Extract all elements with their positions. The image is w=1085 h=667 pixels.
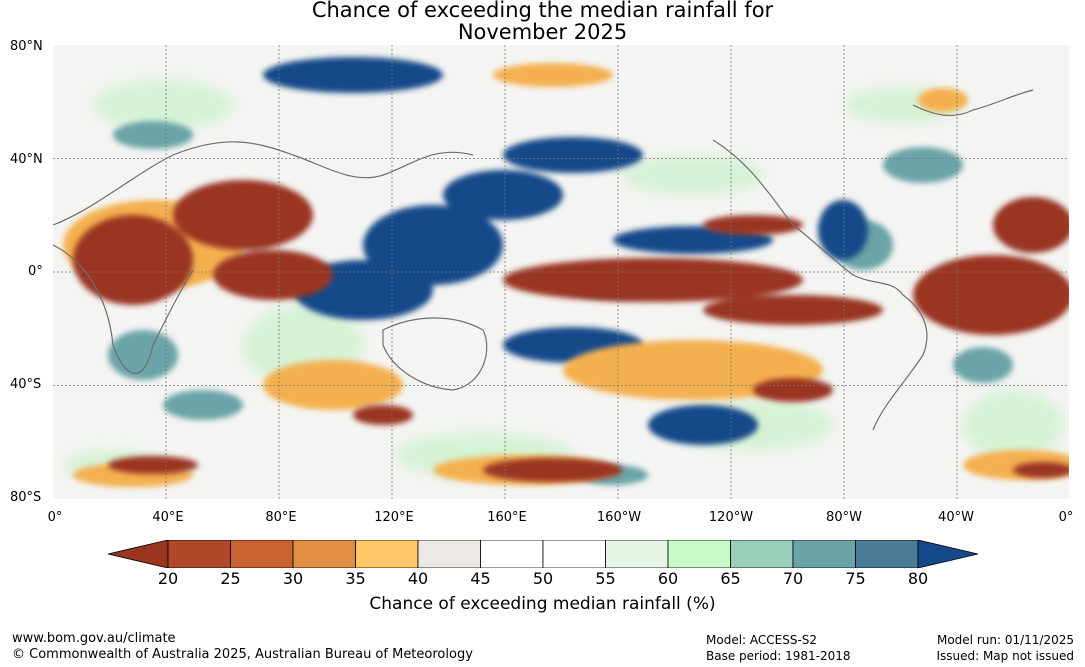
- lon-label-120w: 120°W: [708, 510, 754, 525]
- colorbar-swatch: [730, 540, 794, 568]
- colorbar-tick-label: 65: [720, 569, 741, 588]
- colorbar-swatch: [792, 540, 856, 568]
- lat-label-40s: 40°S: [10, 377, 42, 392]
- lon-label-160w: 160°W: [596, 510, 642, 525]
- colorbar-swatch: [480, 540, 544, 568]
- map-title-line-2: November 2025: [457, 20, 628, 44]
- lon-label-0-west: 0°: [47, 510, 63, 525]
- colorbar-label: Chance of exceeding median rainfall (%): [369, 594, 716, 614]
- colorbar-tick-label: 35: [345, 569, 366, 588]
- lat-label-0: 0°: [28, 264, 43, 279]
- lon-label-160e: 160°E: [487, 510, 527, 525]
- colorbar-tick-label: 45: [470, 569, 491, 588]
- colorbar-swatch: [855, 540, 919, 568]
- colorbar-legend: [108, 540, 978, 568]
- issue-status: Issued: Map not issued: [936, 649, 1074, 663]
- colorbar-tick-label: 75: [845, 569, 866, 588]
- colorbar-extend-high: [917, 540, 978, 568]
- colorbar-swatch: [355, 540, 419, 568]
- colorbar-tick-label: 70: [782, 569, 804, 588]
- colorbar-tick-label: 40: [407, 569, 429, 588]
- colorbar-swatch: [417, 540, 481, 568]
- copyright-notice: © Commonwealth of Australia 2025, Austra…: [12, 647, 473, 662]
- lon-label-40w: 40°W: [938, 510, 974, 525]
- lon-label-120e: 120°E: [374, 510, 414, 525]
- lat-label-80n: 80°N: [10, 39, 43, 54]
- colorbar-extend-low: [108, 540, 169, 568]
- colorbar-swatch: [292, 540, 356, 568]
- base-period: Base period: 1981-2018: [706, 649, 851, 663]
- colorbar-tick-label: 50: [532, 569, 554, 588]
- very-dry-regions: [73, 180, 1069, 482]
- colorbar-swatch: [167, 540, 231, 568]
- rainfall-probability-map: [53, 45, 1069, 499]
- lat-label-40n: 40°N: [10, 152, 43, 167]
- lat-label-80s: 80°S: [10, 490, 42, 505]
- colorbar-tick-label: 60: [657, 569, 679, 588]
- colorbar-tick-label: 30: [282, 569, 304, 588]
- colorbar-swatch: [605, 540, 669, 568]
- map-title-line-1: Chance of exceeding the median rainfall …: [311, 0, 774, 22]
- graticule: [53, 45, 1069, 499]
- colorbar-swatch: [230, 540, 294, 568]
- lon-label-80e: 80°E: [265, 510, 297, 525]
- coastlines: [53, 89, 1034, 431]
- colorbar-tick-label: 80: [907, 569, 929, 588]
- colorbar-tick-label: 25: [220, 569, 241, 588]
- model-run-date: Model run: 01/11/2025: [936, 633, 1074, 647]
- colorbar-tick-label: 20: [157, 569, 179, 588]
- colorbar-swatch: [667, 540, 731, 568]
- colorbar-swatch: [542, 540, 606, 568]
- model-name: Model: ACCESS-S2: [706, 633, 818, 647]
- lon-label-40e: 40°E: [152, 510, 184, 525]
- website-url: www.bom.gov.au/climate: [12, 631, 176, 646]
- colorbar-tick-label: 55: [595, 569, 616, 588]
- lon-label-0-east: 0°: [1058, 510, 1074, 525]
- lon-label-80w: 80°W: [826, 510, 862, 525]
